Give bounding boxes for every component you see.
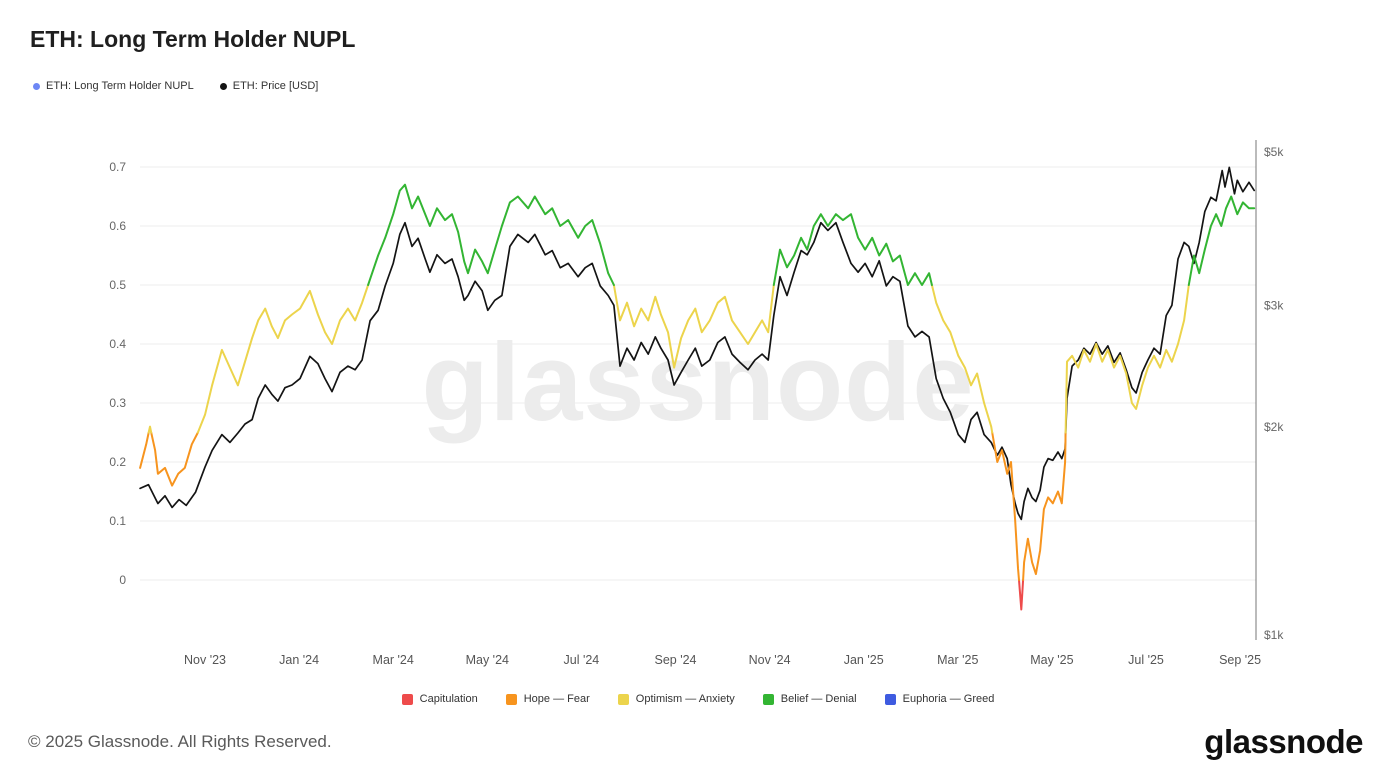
x-axis-tick-label: Jul '24 <box>564 653 600 667</box>
x-axis-tick-label: Jan '24 <box>279 653 319 667</box>
page-title: ETH: Long Term Holder NUPL <box>30 26 356 52</box>
copyright-text: © 2025 Glassnode. All Rights Reserved. <box>28 732 332 751</box>
nupl-line-3 <box>367 183 1256 286</box>
nupl-line-1 <box>139 431 1067 581</box>
band-swatch-icon <box>762 693 774 705</box>
x-axis-tick-label: May '24 <box>466 653 509 667</box>
x-axis-tick-label: Sep '24 <box>654 653 696 667</box>
band-swatch-icon <box>884 693 896 705</box>
band-legend-item-hope-fear: Hope — Fear <box>505 693 590 705</box>
x-axis-tick-label: Jul '25 <box>1128 653 1164 667</box>
band-swatch-icon <box>617 693 629 705</box>
band-swatch-icon <box>401 693 413 705</box>
band-legend-item-euphoria-greed: Euphoria — Greed <box>884 693 995 705</box>
band-legend-item-capitulation: Capitulation <box>401 693 478 705</box>
band-label: Capitulation <box>419 693 478 705</box>
band-swatch-icon <box>505 693 517 705</box>
nupl-line-0 <box>1018 579 1025 611</box>
left-axis-tick-label: 0 <box>119 573 126 587</box>
left-axis-tick-label: 0.7 <box>109 160 126 174</box>
x-axis-tick-label: Sep '25 <box>1219 653 1261 667</box>
legend-dot-icon <box>219 82 227 90</box>
left-axis-tick-label: 0.4 <box>109 337 126 351</box>
right-axis-tick-label: $5k <box>1264 145 1284 159</box>
right-axis-tick-label: $3k <box>1264 298 1284 312</box>
band-label: Optimism — Anxiety <box>635 693 735 705</box>
x-axis-tick-label: Mar '25 <box>937 653 978 667</box>
left-axis-tick-label: 0.2 <box>109 455 126 469</box>
band-legend-item-belief-denial: Belief — Denial <box>762 693 857 705</box>
x-axis-tick-label: Mar '24 <box>373 653 414 667</box>
legend-dot-icon <box>33 82 40 90</box>
price-line <box>139 166 1256 521</box>
glassnode-watermark: glassnode <box>421 321 975 444</box>
left-axis-tick-label: 0.1 <box>109 514 126 528</box>
series-legend: ETH: Long Term Holder NUPL ETH: Price [U… <box>33 80 318 92</box>
band-label: Hope — Fear <box>523 693 590 705</box>
legend-label: ETH: Long Term Holder NUPL <box>46 80 194 92</box>
x-axis-tick-label: May '25 <box>1030 653 1073 667</box>
x-axis-tick-label: Nov '23 <box>184 653 226 667</box>
legend-label: ETH: Price [USD] <box>232 80 319 92</box>
band-legend-item-optimism-anxiety: Optimism — Anxiety <box>617 693 735 705</box>
left-axis-tick-label: 0.6 <box>109 219 126 233</box>
band-label: Belief — Denial <box>780 693 857 705</box>
legend-item-nupl[interactable]: ETH: Long Term Holder NUPL <box>33 80 194 92</box>
x-axis-tick-label: Jan '25 <box>844 653 884 667</box>
nupl-line-2 <box>147 284 1190 434</box>
legend-item-price[interactable]: ETH: Price [USD] <box>219 80 319 92</box>
band-legend: Capitulation Hope — Fear Optimism — Anxi… <box>140 693 1256 705</box>
left-axis-tick-label: 0.5 <box>109 278 126 292</box>
right-axis-tick-label: $1k <box>1264 628 1284 642</box>
left-axis-tick-label: 0.3 <box>109 396 126 410</box>
glassnode-logo: glassnode <box>1204 723 1363 760</box>
band-label: Euphoria — Greed <box>902 693 995 705</box>
right-axis-tick-label: $2k <box>1264 420 1284 434</box>
x-axis-tick-label: Nov '24 <box>749 653 791 667</box>
